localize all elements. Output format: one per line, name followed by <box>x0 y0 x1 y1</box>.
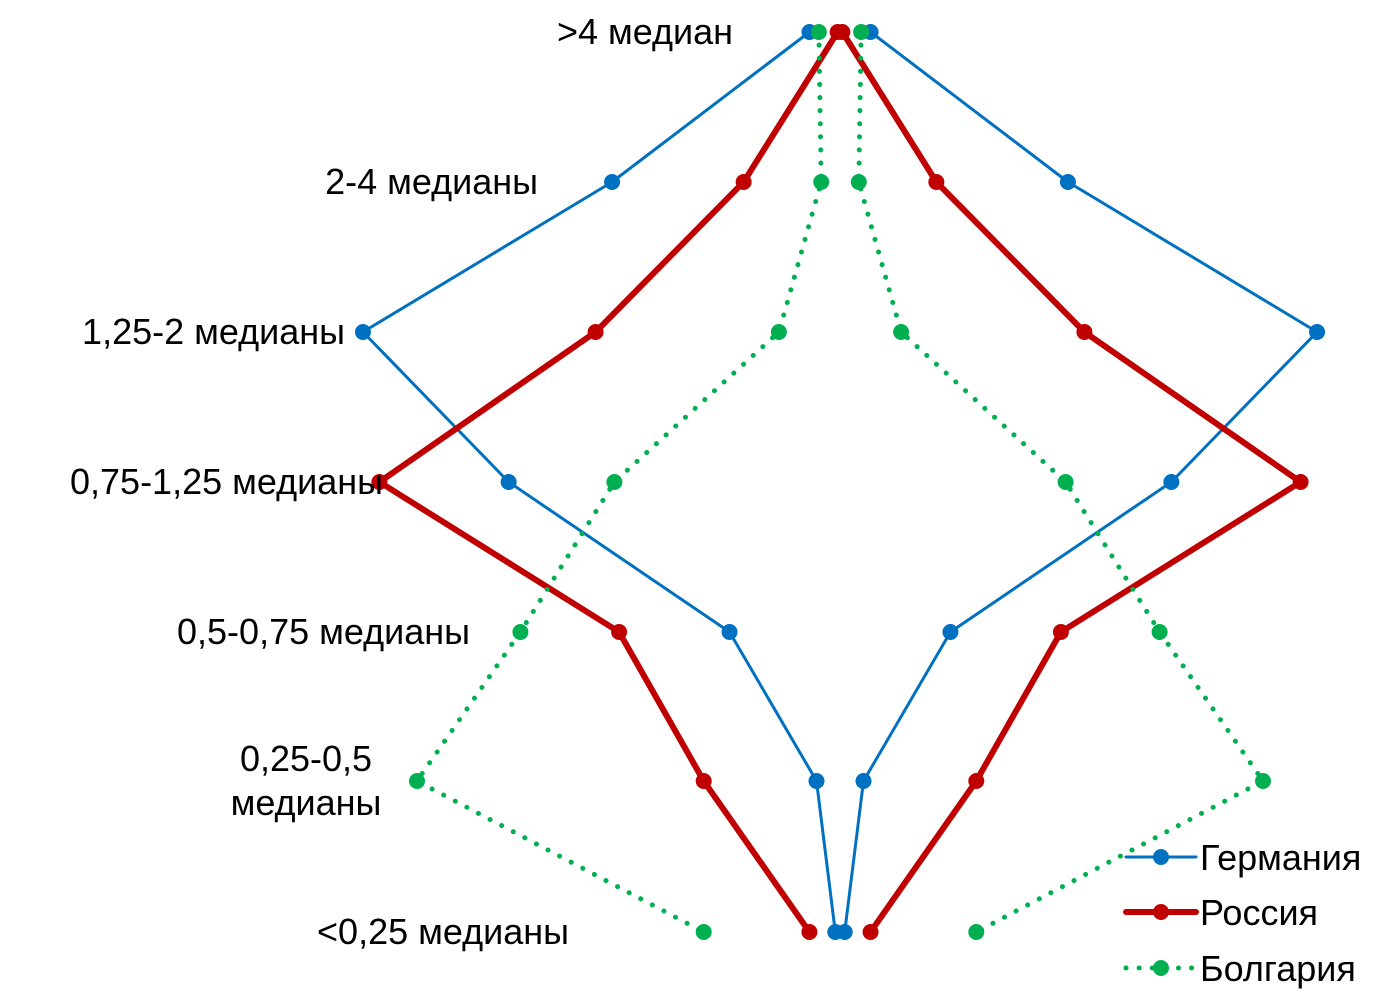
data-point-right-1 <box>1059 174 1076 190</box>
data-point-left-6 <box>695 924 712 940</box>
data-point-left-1 <box>735 174 752 190</box>
data-point-left-4 <box>611 624 628 640</box>
data-point-right-2 <box>893 324 910 340</box>
data-point-right-0 <box>834 24 851 40</box>
category-label-line: 2-4 медианы <box>325 161 538 202</box>
legend-entry-2: Болгария <box>1123 948 1356 989</box>
data-point-right-1 <box>928 174 945 190</box>
category-label-line: 0,75-1,25 медианы <box>70 461 383 502</box>
data-point-right-1 <box>850 174 867 190</box>
legend-swatch-marker <box>1153 849 1169 865</box>
legend-swatch-marker <box>1153 904 1169 920</box>
data-point-right-5 <box>855 773 872 789</box>
data-point-right-5 <box>968 773 985 789</box>
data-point-right-5 <box>1255 773 1271 789</box>
category-label: 0,5-0,75 медианы <box>177 611 470 652</box>
data-point-left-6 <box>801 924 818 940</box>
data-point-left-3 <box>500 474 517 490</box>
category-label: 0,25-0,5 медианы <box>231 738 382 823</box>
category-label: 2-4 медианы <box>325 161 538 202</box>
category-label-line: 0,5-0,75 медианы <box>177 611 470 652</box>
data-point-left-5 <box>808 773 825 789</box>
data-point-right-4 <box>1052 624 1069 640</box>
data-point-right-3 <box>1057 474 1074 490</box>
legend-label: Болгария <box>1200 948 1356 989</box>
data-point-left-4 <box>721 624 738 640</box>
data-point-left-2 <box>770 324 787 340</box>
data-point-left-1 <box>813 174 830 190</box>
data-point-right-4 <box>942 624 959 640</box>
category-label-line: медианы <box>231 782 382 823</box>
legend-entry-1: Россия <box>1123 892 1318 933</box>
data-point-left-4 <box>512 624 529 640</box>
data-point-left-5 <box>695 773 712 789</box>
data-point-left-2 <box>354 324 371 340</box>
legend-swatch-marker <box>1153 960 1169 976</box>
category-label: 0,75-1,25 медианы <box>70 461 383 502</box>
legend: Германия Россия Болгария <box>1123 837 1361 989</box>
category-label: <0,25 медианы <box>317 911 569 952</box>
data-point-right-6 <box>968 924 985 940</box>
legend-label: Германия <box>1200 837 1361 878</box>
data-point-right-3 <box>1292 474 1309 490</box>
category-label-line: 1,25-2 медианы <box>82 311 345 352</box>
data-point-right-2 <box>1309 324 1326 340</box>
data-point-right-6 <box>836 924 853 940</box>
data-point-left-1 <box>604 174 621 190</box>
data-point-left-3 <box>371 474 388 490</box>
series-1 <box>371 24 1309 940</box>
data-point-right-0 <box>853 24 870 40</box>
category-label-line: <0,25 медианы <box>317 911 569 952</box>
category-labels: >4 медиан 2-4 медианы 1,25-2 медианы 0,75-1… <box>70 11 733 952</box>
legend-entry-0: Германия <box>1124 837 1361 878</box>
legend-label: Россия <box>1200 892 1318 933</box>
series-2 <box>409 24 1271 940</box>
category-label-line: 0,25-0,5 <box>240 738 372 779</box>
category-label: 1,25-2 медианы <box>82 311 345 352</box>
data-point-left-2 <box>587 324 604 340</box>
data-point-left-0 <box>810 24 827 40</box>
data-point-right-6 <box>862 924 879 940</box>
category-label: >4 медиан <box>557 11 733 52</box>
data-point-right-3 <box>1163 474 1180 490</box>
data-point-left-5 <box>409 773 425 789</box>
series-0 <box>354 24 1326 940</box>
series-line-right <box>843 30 1319 934</box>
category-label-line: >4 медиан <box>557 11 733 52</box>
data-point-right-4 <box>1151 624 1168 640</box>
data-point-right-2 <box>1076 324 1093 340</box>
series-layer <box>354 24 1326 940</box>
data-point-left-3 <box>606 474 623 490</box>
